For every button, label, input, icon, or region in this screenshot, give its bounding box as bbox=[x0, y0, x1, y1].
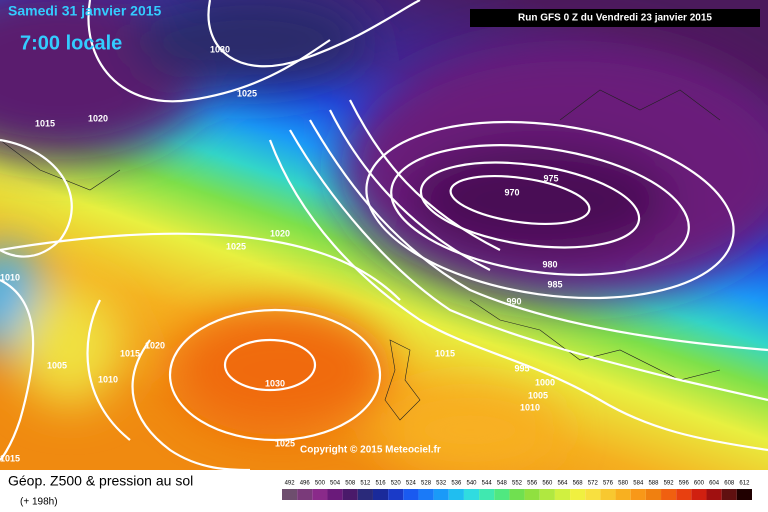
legend-level: 596 bbox=[679, 481, 690, 487]
legend-level: 504 bbox=[330, 481, 341, 487]
legend-swatch bbox=[312, 489, 328, 500]
legend-level: 532 bbox=[436, 481, 447, 487]
legend-swatch bbox=[357, 489, 373, 500]
legend-level: 576 bbox=[603, 481, 614, 487]
legend-swatch bbox=[463, 489, 480, 500]
isobar-label: 1030 bbox=[210, 44, 230, 54]
legend-swatch bbox=[282, 489, 298, 500]
isobar-label: 980 bbox=[542, 259, 557, 269]
legend-level: 544 bbox=[482, 481, 493, 487]
isobar-label: 975 bbox=[543, 173, 558, 183]
isobar-label: 1020 bbox=[88, 113, 108, 123]
legend-swatch bbox=[645, 489, 662, 500]
legend-swatch bbox=[372, 489, 389, 500]
legend-swatch bbox=[403, 489, 419, 500]
legend-swatch bbox=[342, 489, 358, 500]
isobar-label: 1005 bbox=[528, 390, 548, 400]
legend-level: 540 bbox=[467, 481, 478, 487]
isobar-label: 1030 bbox=[265, 378, 285, 388]
legend-level: 496 bbox=[300, 481, 311, 487]
legend-swatch bbox=[706, 489, 722, 500]
legend-level: 552 bbox=[512, 481, 523, 487]
time: 7:00 locale bbox=[20, 32, 122, 54]
legend-swatch bbox=[630, 489, 646, 500]
legend-level: 548 bbox=[497, 481, 508, 487]
legend-level: 516 bbox=[376, 481, 387, 487]
legend-level: 612 bbox=[739, 481, 750, 487]
run-info: Run GFS 0 Z du Vendredi 23 janvier 2015 bbox=[518, 13, 712, 24]
isobar-label: 1010 bbox=[0, 272, 20, 282]
legend-level: 588 bbox=[648, 481, 659, 487]
isobar-label: 990 bbox=[506, 296, 521, 306]
legend-level: 592 bbox=[664, 481, 675, 487]
legend-swatch bbox=[494, 489, 510, 500]
legend-level: 556 bbox=[527, 481, 538, 487]
legend-swatch bbox=[600, 489, 616, 500]
legend-swatch bbox=[524, 489, 540, 500]
legend-swatch bbox=[554, 489, 571, 500]
legend-level: 512 bbox=[360, 481, 371, 487]
legend-level: 536 bbox=[451, 481, 462, 487]
isobars bbox=[0, 0, 768, 470]
lead-time: (+ 198h) bbox=[20, 497, 58, 508]
legend-swatch bbox=[691, 489, 707, 500]
isobar-label: 1000 bbox=[535, 377, 555, 387]
date: Samedi 31 janvier 2015 bbox=[8, 3, 162, 19]
isobar-label: 1020 bbox=[270, 228, 290, 238]
legend-level: 492 bbox=[285, 481, 296, 487]
legend-swatch bbox=[585, 489, 601, 500]
isobar-label: 1015 bbox=[0, 453, 20, 463]
isobar-label: 1020 bbox=[145, 340, 165, 350]
legend-swatch bbox=[539, 489, 555, 500]
legend-level: 524 bbox=[406, 481, 417, 487]
legend-swatch bbox=[433, 489, 449, 500]
legend-swatch bbox=[661, 489, 677, 500]
isobar-label: 1010 bbox=[98, 374, 118, 384]
legend-level: 584 bbox=[633, 481, 644, 487]
legend-level: 520 bbox=[391, 481, 402, 487]
isobar-label: 1005 bbox=[47, 360, 67, 370]
legend-level: 604 bbox=[709, 481, 720, 487]
legend-level: 508 bbox=[345, 481, 356, 487]
legend-level: 528 bbox=[421, 481, 432, 487]
legend-level: 500 bbox=[315, 481, 326, 487]
legend-level: 608 bbox=[724, 481, 735, 487]
legend-swatch bbox=[418, 489, 434, 500]
copyright: Copyright © 2015 Meteociel.fr bbox=[300, 445, 441, 456]
isobar-label: 1025 bbox=[275, 438, 295, 448]
legend-level: 580 bbox=[618, 481, 629, 487]
legend-swatch bbox=[388, 489, 404, 500]
isobar-label: 1015 bbox=[435, 348, 455, 358]
legend-swatch bbox=[676, 489, 692, 500]
legend-swatch bbox=[297, 489, 313, 500]
legend-level: 600 bbox=[694, 481, 705, 487]
legend-swatch bbox=[570, 489, 586, 500]
isobar-label: 995 bbox=[514, 363, 529, 373]
legend-swatch bbox=[327, 489, 343, 500]
legend-level: 568 bbox=[573, 481, 584, 487]
legend-swatch bbox=[448, 489, 464, 500]
run-box bbox=[470, 9, 760, 27]
legend-swatch bbox=[736, 489, 752, 500]
isobar-label: 1015 bbox=[35, 118, 55, 128]
legend-swatch bbox=[721, 489, 737, 500]
isobar-label: 985 bbox=[547, 279, 562, 289]
legend-swatch bbox=[509, 489, 525, 500]
legend-level: 572 bbox=[588, 481, 599, 487]
legend-title: Géop. Z500 & pression au sol bbox=[8, 473, 193, 489]
legend-swatch bbox=[615, 489, 631, 500]
isobar-label: 1025 bbox=[237, 88, 257, 98]
legend-level: 564 bbox=[557, 481, 568, 487]
legend-swatch bbox=[479, 489, 495, 500]
isobar-label: 1025 bbox=[226, 241, 246, 251]
isobar-label: 1015 bbox=[120, 348, 140, 358]
isobar-label: 1010 bbox=[520, 402, 540, 412]
field bbox=[0, 0, 768, 470]
legend-level: 560 bbox=[542, 481, 553, 487]
isobar-label: 970 bbox=[504, 187, 519, 197]
